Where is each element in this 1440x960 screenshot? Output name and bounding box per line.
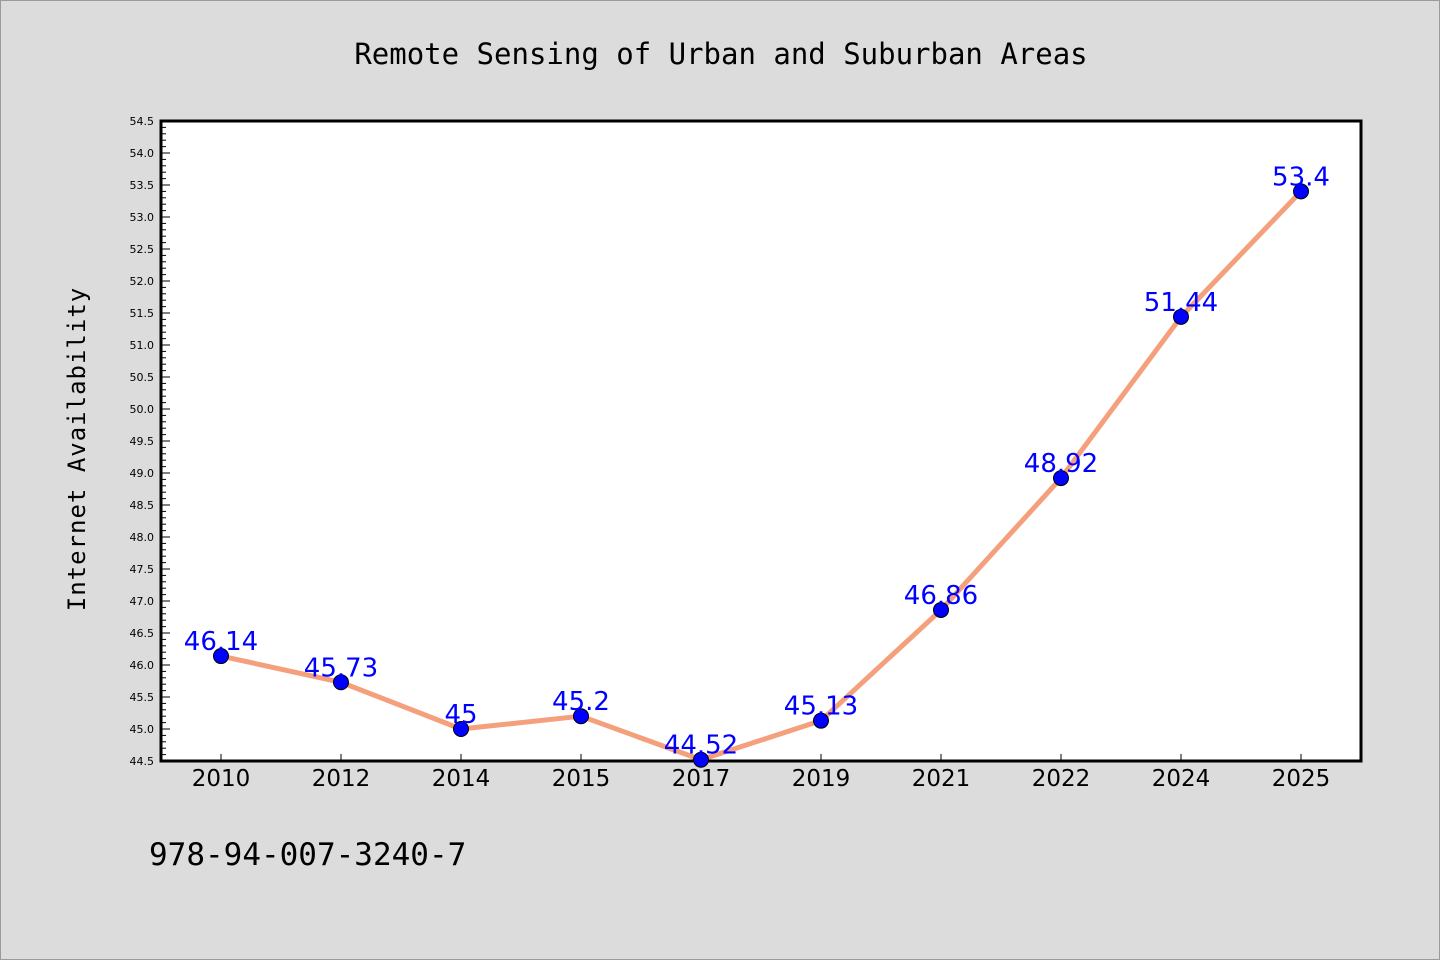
data-point (933, 601, 949, 618)
isbn-text: 978-94-007-3240-7 (149, 837, 466, 873)
data-label: 45.2 (552, 687, 610, 717)
y-tick-label: 51.0 (130, 339, 155, 352)
y-tick-label: 49.0 (130, 467, 155, 480)
x-tick-label: 2021 (912, 766, 971, 792)
data-label: 48.92 (1024, 449, 1098, 479)
x-tick-label: 2024 (1152, 766, 1211, 792)
data-point (1173, 308, 1189, 325)
data-label: 44.52 (664, 731, 738, 761)
data-point (1053, 470, 1069, 487)
y-tick-label: 52.0 (130, 275, 155, 288)
y-tick-label: 49.5 (130, 435, 155, 448)
data-label: 46.86 (904, 581, 978, 611)
y-tick-label: 47.0 (130, 595, 155, 608)
data-label: 46.14 (184, 627, 258, 657)
plot-area (159, 119, 1363, 763)
series-line (218, 188, 1304, 763)
data-label: 45 (444, 700, 477, 730)
y-tick-label: 51.5 (130, 307, 155, 320)
y-axis: 44.5 45.0 45.5 46.0 46.5 47.0 47.5 48.0 48.5 49.0… (130, 115, 170, 768)
data-point (453, 721, 469, 737)
x-tick-label: 2010 (192, 766, 251, 792)
data-point (213, 648, 229, 665)
y-axis-label: Internet Availability (63, 287, 91, 611)
y-tick-label: 48.0 (130, 531, 155, 544)
data-point (1293, 183, 1309, 200)
data-point (573, 708, 589, 725)
y-tick-label: 50.5 (130, 371, 155, 384)
y-tick-label: 46.5 (130, 627, 155, 640)
x-axis: 2010 2012 2014 2015 2017 2019 2021 2022 2024 2025 (192, 754, 1331, 792)
x-tick-label: 2022 (1032, 766, 1091, 792)
chart-title: Remote Sensing of Urban and Suburban Are… (354, 37, 1087, 71)
x-tick-label: 2012 (312, 766, 371, 792)
data-point (333, 674, 349, 691)
y-tick-label: 45.0 (130, 723, 155, 736)
y-tick-label: 53.5 (130, 179, 155, 192)
y-tick-label: 44.5 (130, 755, 155, 768)
x-tick-label: 2019 (792, 766, 851, 792)
y-tick-label: 46.0 (130, 659, 155, 672)
data-point (693, 751, 709, 768)
y-tick-label: 50.0 (130, 403, 155, 416)
y-tick-label: 54.5 (130, 115, 155, 128)
y-tick-label: 52.5 (130, 243, 155, 256)
y-tick-label: 47.5 (130, 563, 155, 576)
x-tick-label: 2014 (432, 766, 491, 792)
x-tick-label: 2015 (552, 766, 611, 792)
data-label: 51.44 (1144, 288, 1218, 318)
y-tick-label: 53.0 (130, 211, 155, 224)
y-tick-label: 45.5 (130, 691, 155, 704)
x-tick-label: 2025 (1272, 766, 1331, 792)
data-label: 45.13 (784, 692, 858, 722)
data-point (813, 712, 829, 729)
x-tick-label: 2017 (672, 766, 731, 792)
y-tick-label: 48.5 (130, 499, 155, 512)
data-label: 53.4 (1272, 162, 1330, 192)
series-group: 46.14 45.73 45 45.2 44.52 45.13 46.86 48.92 51.4… (184, 162, 1330, 768)
y-tick-label: 54.0 (130, 147, 155, 160)
data-label: 45.73 (304, 653, 378, 683)
